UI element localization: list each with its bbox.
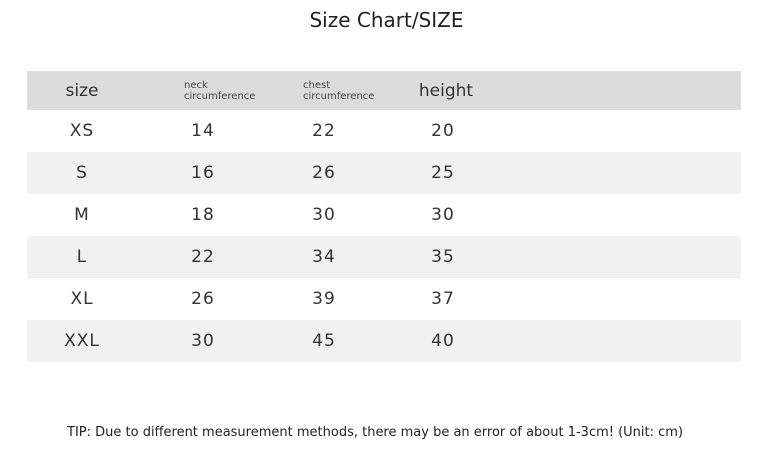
size-table: size neck circumference chest circumfere… — [27, 71, 741, 362]
cell-chest: 22 — [312, 121, 336, 141]
cell-size: M — [74, 205, 90, 225]
cell-height: 35 — [431, 247, 455, 267]
cell-chest: 34 — [312, 247, 336, 267]
cell-size: XXL — [64, 331, 100, 351]
header-neck-line2: circumference — [184, 90, 256, 102]
cell-neck: 26 — [191, 289, 215, 309]
cell-height: 25 — [431, 163, 455, 183]
table-row: XL 26 39 37 — [27, 278, 741, 320]
header-neck: neck circumference — [184, 71, 255, 110]
table-row: XS 14 22 20 — [27, 110, 741, 152]
tip-text: TIP: Due to different measurement method… — [67, 425, 684, 440]
header-chest-line2: circumference — [303, 90, 375, 102]
cell-size: XL — [70, 289, 94, 309]
header-chest: chest circumference — [303, 71, 374, 110]
cell-neck: 14 — [191, 121, 215, 141]
header-size: size — [65, 80, 99, 101]
cell-neck: 16 — [191, 163, 215, 183]
cell-size: L — [76, 247, 88, 267]
table-row: XXL 30 45 40 — [27, 320, 741, 362]
cell-neck: 18 — [191, 205, 215, 225]
page-title: Size Chart/SIZE — [309, 8, 464, 32]
cell-chest: 45 — [312, 331, 336, 351]
cell-height: 30 — [431, 205, 455, 225]
header-neck-line1: neck — [184, 79, 208, 91]
cell-chest: 26 — [312, 163, 336, 183]
table-row: S 16 26 25 — [27, 152, 741, 194]
cell-neck: 22 — [191, 247, 215, 267]
header-chest-line1: chest — [303, 79, 331, 91]
cell-size: S — [76, 163, 88, 183]
header-height: height — [418, 80, 474, 101]
cell-chest: 30 — [312, 205, 336, 225]
cell-neck: 30 — [191, 331, 215, 351]
table-row: L 22 34 35 — [27, 236, 741, 278]
cell-height: 20 — [431, 121, 455, 141]
cell-size: XS — [69, 121, 95, 141]
cell-height: 40 — [431, 331, 455, 351]
table-row: M 18 30 30 — [27, 194, 741, 236]
cell-chest: 39 — [312, 289, 336, 309]
cell-height: 37 — [431, 289, 455, 309]
table-header: size neck circumference chest circumfere… — [27, 71, 741, 110]
